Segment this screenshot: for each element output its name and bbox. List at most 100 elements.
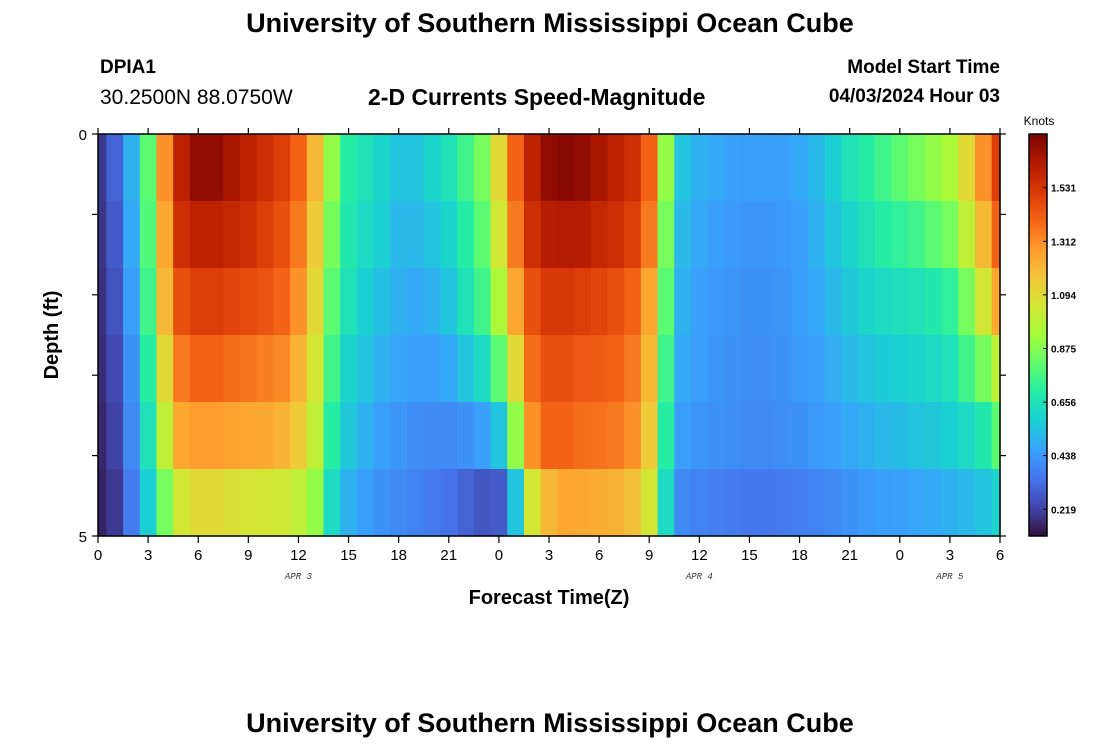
heatmap-cell xyxy=(106,402,124,470)
heatmap-cell xyxy=(189,469,208,537)
heatmap-cell xyxy=(373,201,391,269)
heatmap-cell xyxy=(173,469,191,537)
heatmap-cell xyxy=(841,402,859,470)
colorbar: Knots 0.219 0.438 0.656 0.875 1.094 1.312 1.53… xyxy=(1024,114,1076,537)
heatmap-cell xyxy=(139,201,158,269)
heatmap-cell xyxy=(507,335,525,403)
x-tick-label: 12 xyxy=(691,547,708,564)
heatmap-cell xyxy=(958,469,976,537)
heatmap-cell xyxy=(490,201,508,269)
heatmap-cell xyxy=(874,402,893,470)
model-start-value: 04/03/2024 Hour 03 xyxy=(828,86,1000,107)
heatmap-cell xyxy=(106,268,124,336)
heatmap-cell xyxy=(407,268,425,336)
heatmap-cell xyxy=(457,469,475,537)
heatmap-cell xyxy=(490,335,508,403)
heatmap-cell xyxy=(356,402,375,470)
heatmap-cell xyxy=(690,469,709,537)
heatmap-cell xyxy=(657,268,675,336)
heatmap-cell xyxy=(891,268,909,336)
heatmap-cell xyxy=(791,402,809,470)
x-tick-label: 18 xyxy=(791,547,808,564)
footer-title: University of Southern Mississippi Ocean… xyxy=(246,708,854,738)
heatmap-cell xyxy=(624,335,642,403)
heatmap-cell xyxy=(557,268,575,336)
heatmap-cell xyxy=(256,268,274,336)
heatmap-cell xyxy=(807,134,826,202)
heatmap-cell xyxy=(390,402,408,470)
heatmap-cell xyxy=(991,268,1001,336)
heatmap-cell xyxy=(239,201,258,269)
heatmap-cell xyxy=(457,335,475,403)
heatmap-cell xyxy=(574,134,592,202)
heatmap-cell xyxy=(757,134,776,202)
heatmap-cell xyxy=(791,268,809,336)
heatmap-cell xyxy=(473,335,492,403)
heatmap-cell xyxy=(874,335,893,403)
heatmap-cell xyxy=(239,402,258,470)
heatmap-cell xyxy=(523,201,542,269)
station-coordinates: 30.2500N 88.0750W xyxy=(100,86,293,109)
heatmap-cell xyxy=(373,335,391,403)
heatmap-cell xyxy=(390,335,408,403)
heatmap-cell xyxy=(707,335,725,403)
heatmap-cell xyxy=(98,469,107,537)
heatmap-cell xyxy=(273,268,291,336)
heatmap-cell xyxy=(306,201,325,269)
heatmap-cell xyxy=(674,469,692,537)
heatmap-cell xyxy=(557,201,575,269)
heatmap-cell xyxy=(874,268,893,336)
heatmap-cell xyxy=(139,335,158,403)
heatmap-cell xyxy=(106,134,124,202)
heatmap-cell xyxy=(824,134,842,202)
heatmap-cell xyxy=(941,335,959,403)
heatmap-cell xyxy=(223,335,241,403)
heatmap-cell xyxy=(473,268,492,336)
heatmap-cell xyxy=(156,335,174,403)
heatmap-cell xyxy=(791,201,809,269)
heatmap-cell xyxy=(423,402,442,470)
heatmap-cell xyxy=(841,335,859,403)
heatmap-cell xyxy=(256,402,274,470)
heatmap-cell xyxy=(507,201,525,269)
heatmap-cell xyxy=(941,268,959,336)
heatmap-cell xyxy=(306,335,325,403)
heatmap-cell xyxy=(523,268,542,336)
heatmap-cell xyxy=(757,402,776,470)
heatmap-cell xyxy=(239,268,258,336)
heatmap-cell xyxy=(824,402,842,470)
heatmap-cell xyxy=(490,134,508,202)
heatmap-cell xyxy=(590,469,609,537)
heatmap-cell xyxy=(741,335,759,403)
heatmap-cell xyxy=(674,134,692,202)
heatmap-cell xyxy=(189,268,208,336)
heatmap-cell xyxy=(991,469,1001,537)
heatmap-cell xyxy=(874,201,893,269)
heatmap-cell xyxy=(924,134,943,202)
heatmap-cell xyxy=(858,469,876,537)
heatmap-cell xyxy=(373,469,391,537)
heatmap-cell xyxy=(323,335,341,403)
heatmap-cell xyxy=(958,268,976,336)
heatmap-cell xyxy=(674,268,692,336)
heatmap-cell xyxy=(123,402,141,470)
heatmap-cell xyxy=(123,134,141,202)
heatmap-cell xyxy=(290,402,308,470)
heatmap-cell xyxy=(707,201,725,269)
heatmap-cell xyxy=(356,134,375,202)
heatmap-cell xyxy=(624,469,642,537)
heatmap-cell xyxy=(908,201,926,269)
heatmap-cell xyxy=(590,268,609,336)
x-tick-label: 6 xyxy=(996,547,1004,564)
heatmap-cell xyxy=(724,402,742,470)
heatmap-cell xyxy=(908,469,926,537)
heatmap-cell xyxy=(741,201,759,269)
heatmap-cell xyxy=(440,335,458,403)
date-label: APR 5 xyxy=(935,572,964,582)
heatmap-cell xyxy=(941,134,959,202)
heatmap-cell xyxy=(858,402,876,470)
heatmap-cell xyxy=(574,201,592,269)
heatmap-cell xyxy=(640,335,659,403)
heatmap-cell xyxy=(173,268,191,336)
heatmap-cell xyxy=(807,268,826,336)
